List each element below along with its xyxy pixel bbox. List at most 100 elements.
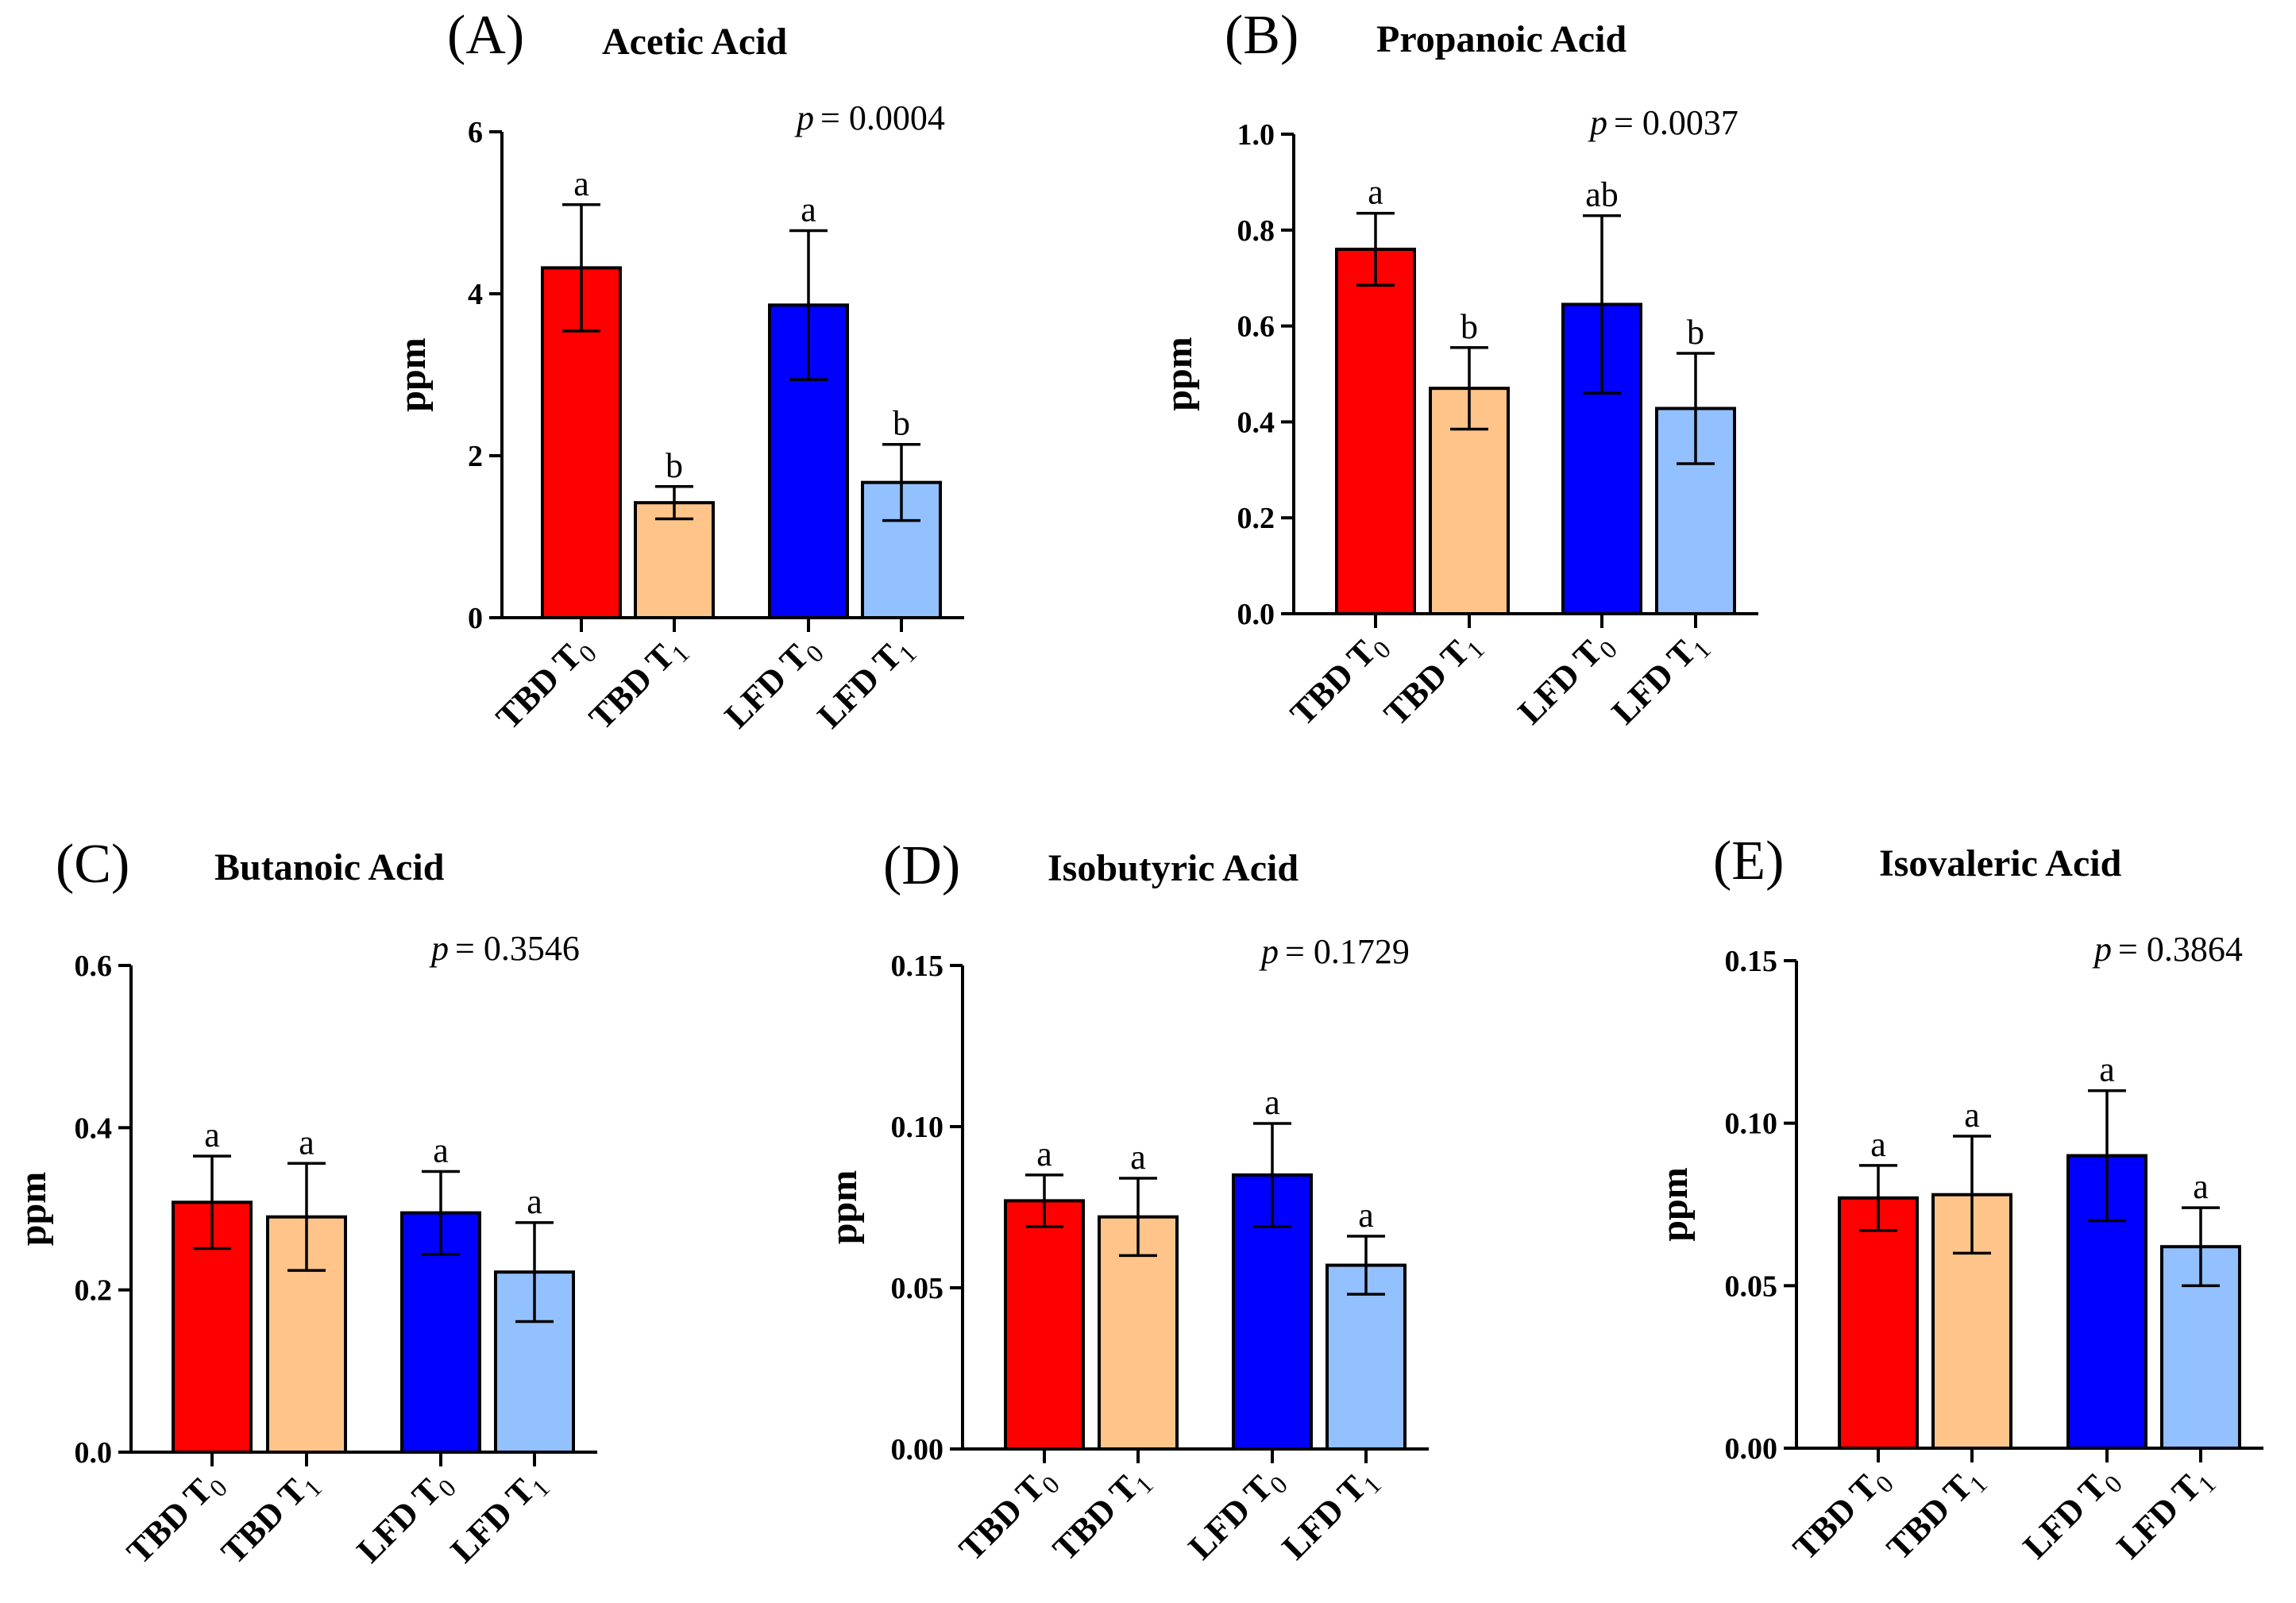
x-tick-label-main: LFD T: [349, 1471, 449, 1570]
y-tick-label: 2: [468, 440, 483, 473]
y-tick-label: 0.10: [1725, 1108, 1778, 1141]
x-tick-label: TBD T1: [1045, 1458, 1159, 1572]
significance-label: a: [573, 164, 589, 203]
y-tick-label: 0.4: [75, 1112, 113, 1145]
x-tick-label-main: LFD T: [2109, 1467, 2209, 1566]
panel-label: (A): [447, 5, 524, 66]
significance-label: a: [1036, 1135, 1052, 1173]
y-tick-label: 0.05: [891, 1272, 944, 1305]
significance-label: a: [801, 190, 816, 229]
x-tick-label: LFD T0: [2016, 1458, 2128, 1570]
x-tick-label: LFD T1: [1275, 1458, 1387, 1570]
x-tick-label-main: LFD T: [1181, 1468, 1280, 1567]
p-label: p: [794, 98, 814, 137]
x-tick-label: LFD T1: [810, 627, 922, 739]
x-tick-label-main: TBD T: [1376, 633, 1477, 734]
significance-label: b: [1461, 307, 1478, 346]
x-tick-label: TBD T1: [1879, 1458, 1993, 1571]
p-label: p: [2092, 930, 2112, 969]
y-tick-label: 0.05: [1725, 1270, 1778, 1303]
significance-label: a: [1264, 1083, 1280, 1122]
y-tick-label: 0.10: [891, 1111, 944, 1144]
panel-label: (E): [1713, 830, 1784, 892]
p-value: = 0.1729: [1285, 932, 1410, 971]
y-tick-label: 0: [468, 602, 483, 635]
significance-label: b: [1687, 313, 1704, 352]
x-tick-label: TBD T0: [951, 1458, 1065, 1572]
y-tick-label: 0.4: [1237, 406, 1275, 439]
x-tick-label-main: LFD T: [810, 637, 909, 736]
y-tick-label: 0.2: [1237, 502, 1275, 535]
y-tick-label: 1.0: [1237, 118, 1275, 152]
y-axis-label: ppm: [392, 337, 434, 411]
chart-title: Isobutyric Acid: [1048, 847, 1298, 889]
x-tick-label-main: LFD T: [2016, 1467, 2115, 1566]
significance-label: a: [204, 1116, 220, 1154]
significance-label: a: [433, 1131, 449, 1170]
y-tick-label: 0.00: [1725, 1432, 1778, 1466]
x-tick-label: LFD T1: [2109, 1458, 2221, 1570]
x-tick-label: LFD T1: [443, 1462, 555, 1574]
y-tick-label: 0.00: [891, 1433, 944, 1466]
y-tick-label: 0.15: [1725, 945, 1778, 978]
p-value: = 0.3864: [2118, 930, 2243, 969]
y-tick-label: 0.15: [891, 950, 944, 983]
bar: [1326, 1263, 1407, 1451]
x-tick-label-main: TBD T: [1785, 1467, 1886, 1568]
x-tick-label: TBD T0: [488, 627, 602, 741]
y-axis-label: ppm: [12, 1172, 54, 1246]
p-value: = 0.0037: [1614, 103, 1738, 142]
y-tick-label: 6: [468, 116, 483, 149]
x-tick-label: TBD T0: [1785, 1458, 1899, 1571]
significance-label: a: [527, 1182, 542, 1221]
x-tick-label: LFD T0: [1511, 623, 1623, 735]
chart-title: Butanoic Acid: [214, 846, 445, 888]
significance-label: a: [2099, 1050, 2115, 1089]
x-tick-label-main: TBD T: [214, 1471, 314, 1572]
panel-label: (C): [56, 834, 129, 895]
chart-title: Propanoic Acid: [1376, 18, 1626, 60]
x-tick-label-main: TBD T: [119, 1471, 220, 1572]
x-tick-label: TBD T1: [581, 627, 695, 741]
significance-label: b: [893, 404, 910, 443]
chart-title: Acetic Acid: [602, 21, 788, 63]
p-label: p: [1588, 103, 1607, 142]
p-value: = 0.0004: [820, 98, 945, 137]
y-tick-label: 0.0: [75, 1436, 113, 1470]
x-tick-label: TBD T1: [1376, 623, 1490, 737]
x-tick-label-main: TBD T: [951, 1468, 1052, 1569]
y-tick-label: 0.2: [75, 1274, 113, 1308]
bar: [1335, 247, 1416, 615]
chart-panel-b: (B) Propanoic Acid p = 0.0037 ppm 0.0 0.2 0.4 0.…: [1158, 5, 1758, 737]
significance-label: a: [2193, 1167, 2209, 1206]
p-value: = 0.3546: [455, 929, 580, 968]
y-axis-label: ppm: [1654, 1167, 1696, 1241]
significance-label: a: [1964, 1096, 1980, 1135]
x-tick-label-main: TBD T: [581, 637, 682, 738]
panel-label: (B): [1225, 5, 1298, 66]
p-label: p: [1259, 932, 1279, 971]
y-tick-label: 0.6: [75, 950, 113, 983]
x-tick-label: TBD T0: [119, 1462, 233, 1575]
x-tick-label-main: TBD T: [488, 637, 589, 738]
bar: [1004, 1199, 1085, 1451]
significance-label: a: [299, 1123, 314, 1162]
panel-label: (D): [883, 835, 960, 896]
y-axis-label: ppm: [1158, 337, 1200, 410]
y-axis-label: ppm: [823, 1170, 865, 1244]
p-label: p: [429, 929, 449, 968]
significance-label: a: [1358, 1196, 1374, 1235]
x-tick-label-main: TBD T: [1879, 1467, 1980, 1568]
x-tick-label-main: LFD T: [1604, 633, 1704, 732]
x-tick-label-main: TBD T: [1045, 1468, 1146, 1569]
bar: [1838, 1196, 1919, 1451]
x-tick-label-main: LFD T: [443, 1471, 542, 1570]
significance-label: ab: [1585, 175, 1619, 214]
significance-label: a: [1870, 1125, 1886, 1164]
chart-title: Isovaleric Acid: [1879, 842, 2122, 884]
x-tick-label: LFD T0: [1181, 1458, 1293, 1570]
x-tick-label-main: TBD T: [1283, 633, 1383, 734]
significance-label: a: [1368, 173, 1383, 212]
